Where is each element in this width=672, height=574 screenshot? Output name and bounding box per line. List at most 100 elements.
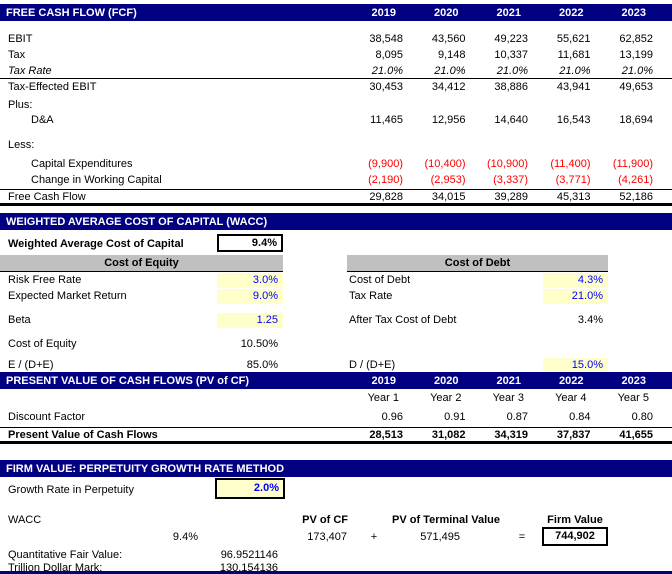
capex-value: (9,900) xyxy=(368,158,403,170)
da-value: 11,465 xyxy=(370,114,403,126)
wacc-header-bar: WEIGHTED AVERAGE COST OF CAPITAL (WACC) xyxy=(0,213,672,230)
pv-of-cf-value: 173,407 xyxy=(307,531,347,543)
row-label: D / (D+E) xyxy=(349,359,396,371)
debt-tax-rate-input[interactable]: 21.0% xyxy=(543,289,608,304)
year-number-label: Year 5 xyxy=(617,392,649,404)
year-number-label: Year 1 xyxy=(367,392,399,404)
year-header: 2021 xyxy=(496,6,521,19)
pv-of-cf-header: PV of CF xyxy=(302,514,348,526)
growth-rate-input[interactable]: 2.0% xyxy=(215,478,285,499)
discount-factor-value: 0.84 xyxy=(569,410,591,423)
beta-input[interactable]: 1.25 xyxy=(217,313,283,328)
terminal-value-value: 571,495 xyxy=(420,531,460,543)
debt-weight-input[interactable]: 15.0% xyxy=(543,358,608,373)
row-beta: Beta 1.25 xyxy=(0,313,283,328)
year-number-label: Year 2 xyxy=(430,392,462,404)
row-debt-weight: D / (D+E) 15.0% xyxy=(347,358,608,373)
row-label: Free Cash Flow xyxy=(8,190,86,203)
section-firm-value: FIRM VALUE: PERPETUITY GROWTH RATE METHO… xyxy=(0,460,672,574)
row-tax: Tax 8,095 9,148 10,337 11,681 13,199 xyxy=(0,47,672,63)
row-label: Tax-Effected EBIT xyxy=(8,81,97,93)
quantitative-fair-value-value: 96.9521146 xyxy=(220,549,278,561)
equity-weight-value: 85.0% xyxy=(246,359,278,371)
row-label: Present Value of Cash Flows xyxy=(8,428,158,441)
cost-of-equity-value: 10.50% xyxy=(240,338,278,350)
row-label: Plus: xyxy=(8,99,33,111)
row-expected-market-return: Expected Market Return 9.0% xyxy=(0,289,283,304)
row-label: Expected Market Return xyxy=(8,290,127,302)
tax-value: 11,681 xyxy=(557,49,591,61)
fcf-value: 34,015 xyxy=(431,190,466,203)
row-ebit: EBIT 38,548 43,560 49,223 55,621 62,852 xyxy=(0,31,672,47)
firm-value-section-title: FIRM VALUE: PERPETUITY GROWTH RATE METHO… xyxy=(6,462,285,475)
fcf-value: 45,313 xyxy=(556,190,591,203)
row-after-tax-cost-of-debt: After Tax Cost of Debt 3.4% xyxy=(347,313,608,328)
row-less: Less: xyxy=(0,138,672,152)
da-value: 14,640 xyxy=(494,114,528,126)
tax-value: 8,095 xyxy=(375,49,403,61)
ebit-value: 38,548 xyxy=(369,33,403,45)
year-header: 2022 xyxy=(559,374,584,387)
section-pv-of-cash-flows: PRESENT VALUE OF CASH FLOWS (PV of CF) 2… xyxy=(0,372,672,444)
row-free-cash-flow: Free Cash Flow 29,828 34,015 39,289 45,3… xyxy=(0,189,672,206)
tax-rate-value: 21.0% xyxy=(559,64,591,77)
wacc-rate-value: 9.4% xyxy=(172,531,198,543)
ebit-value: 55,621 xyxy=(556,33,591,45)
discount-factor-value: 0.87 xyxy=(506,410,528,423)
row-capex: Capital Expenditures (9,900) (10,400) (1… xyxy=(0,156,672,172)
row-label: After Tax Cost of Debt xyxy=(349,314,457,326)
capex-value: (10,400) xyxy=(424,158,466,170)
ebit-value: 49,223 xyxy=(494,33,528,45)
fcf-section-title: FREE CASH FLOW (FCF) xyxy=(6,6,137,19)
year-header: 2020 xyxy=(434,374,459,387)
row-present-value: Present Value of Cash Flows 28,513 31,08… xyxy=(0,427,672,444)
row-label: EBIT xyxy=(8,33,33,45)
row-label: Tax Rate xyxy=(8,64,52,77)
tax-effected-ebit-value: 38,886 xyxy=(494,81,528,93)
present-value-value: 28,513 xyxy=(369,428,403,441)
row-risk-free-rate: Risk Free Rate 3.0% xyxy=(0,273,283,288)
working-capital-value: (3,771) xyxy=(555,174,591,186)
year-header: 2019 xyxy=(371,6,396,19)
da-value: 18,694 xyxy=(619,114,653,126)
row-label: Cost of Equity xyxy=(8,338,77,350)
cost-of-debt-block: Cost of Debt Cost of Debt 4.3% Tax Rate … xyxy=(347,255,608,373)
tax-value: 13,199 xyxy=(619,49,653,61)
quantitative-fair-value-label: Quantitative Fair Value: xyxy=(8,549,123,561)
bottom-border-bar xyxy=(0,571,672,574)
da-value: 12,956 xyxy=(431,114,466,126)
plus-sign: + xyxy=(370,531,378,543)
cost-of-debt-header: Cost of Debt xyxy=(347,255,608,272)
year-number-label: Year 4 xyxy=(555,392,587,404)
capex-value: (11,400) xyxy=(550,158,591,170)
after-tax-cost-of-debt-value: 3.4% xyxy=(577,314,603,326)
fcf-header-bar: FREE CASH FLOW (FCF) 2019 2020 2021 2022… xyxy=(0,4,672,21)
tax-effected-ebit-value: 30,453 xyxy=(369,81,403,93)
fcf-value: 29,828 xyxy=(369,190,403,203)
row-label: Tax xyxy=(8,49,26,61)
tax-rate-value: 21.0% xyxy=(434,64,466,77)
row-tax-rate: Tax Rate 21.0% 21.0% 21.0% 21.0% 21.0% xyxy=(0,63,672,79)
tax-rate-value: 21.0% xyxy=(371,64,403,77)
cost-of-equity-block: Cost of Equity Risk Free Rate 3.0% Expec… xyxy=(0,255,283,371)
discount-factor-value: 0.80 xyxy=(631,410,653,423)
equals-sign: = xyxy=(518,531,526,543)
row-label: Capital Expenditures xyxy=(31,158,133,170)
expected-market-return-input[interactable]: 9.0% xyxy=(217,289,283,304)
section-free-cash-flow: FREE CASH FLOW (FCF) 2019 2020 2021 2022… xyxy=(0,4,672,206)
risk-free-rate-input[interactable]: 3.0% xyxy=(217,273,283,288)
ebit-value: 62,852 xyxy=(619,33,653,45)
tax-effected-ebit-value: 34,412 xyxy=(431,81,466,93)
row-label: Cost of Debt xyxy=(349,274,411,286)
row-debt-tax-rate: Tax Rate 21.0% xyxy=(347,289,608,304)
year-header: 2023 xyxy=(621,374,646,387)
row-label: Risk Free Rate xyxy=(8,274,82,286)
section-wacc: WEIGHTED AVERAGE COST OF CAPITAL (WACC) … xyxy=(0,213,672,373)
present-value-value: 37,837 xyxy=(556,428,591,441)
tax-value: 9,148 xyxy=(437,49,466,61)
discount-factor-value: 0.91 xyxy=(444,410,466,423)
row-working-capital: Change in Working Capital (2,190) (2,953… xyxy=(0,172,672,188)
year-header: 2019 xyxy=(371,374,396,387)
pv-section-title: PRESENT VALUE OF CASH FLOWS (PV of CF) xyxy=(6,374,250,387)
cost-of-debt-input[interactable]: 4.3% xyxy=(543,273,608,288)
